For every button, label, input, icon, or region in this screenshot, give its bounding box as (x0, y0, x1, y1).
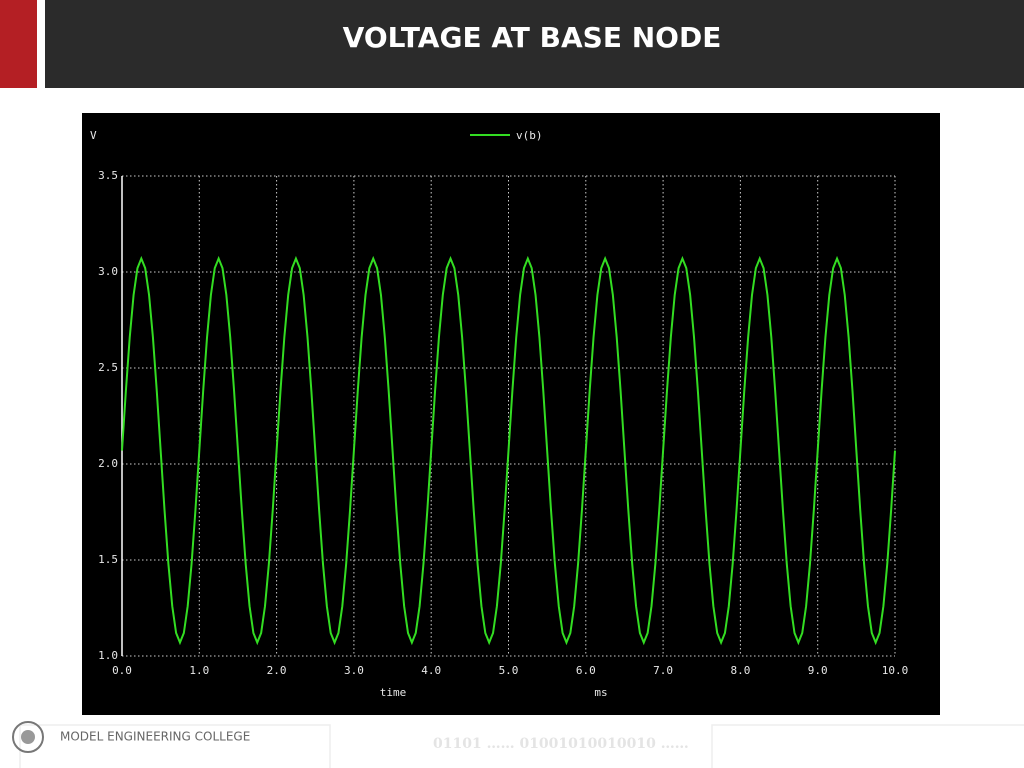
x-tick-label: 1.0 (189, 664, 209, 677)
y-tick-label: 1.0 (98, 649, 118, 662)
y-tick-label: 1.5 (98, 553, 118, 566)
x-tick-label: 5.0 (499, 664, 519, 677)
y-tick-label: 3.0 (98, 265, 118, 278)
x-tick-label: 0.0 (112, 664, 132, 677)
x-tick-label: 4.0 (421, 664, 441, 677)
y-tick-label: 3.5 (98, 169, 118, 182)
x-tick-label: 7.0 (653, 664, 673, 677)
x-tick-label: 3.0 (344, 664, 364, 677)
y-axis-label: V (90, 129, 97, 142)
x-tick-label: 9.0 (808, 664, 828, 677)
header-bar (45, 0, 1024, 88)
college-name: MODEL ENGINEERING COLLEGE (60, 730, 250, 744)
x-tick-label: 10.0 (882, 664, 909, 677)
binary-pattern: 01101 …… 01001010010010 …… (433, 736, 689, 752)
college-logo-center (21, 730, 35, 744)
data-line (121, 255, 896, 646)
x-axis-unit: ms (594, 686, 607, 699)
slide-title: VOLTAGE AT BASE NODE (343, 21, 722, 54)
x-tick-label: 8.0 (730, 664, 750, 677)
y-tick-label: 2.5 (98, 361, 118, 374)
legend-label: v(b) (516, 129, 543, 142)
accent-block (0, 0, 37, 88)
x-axis-label: time (380, 686, 407, 699)
college-logo (12, 721, 44, 753)
x-tick-label: 6.0 (576, 664, 596, 677)
x-tick-label: 2.0 (267, 664, 287, 677)
y-tick-label: 2.0 (98, 457, 118, 470)
